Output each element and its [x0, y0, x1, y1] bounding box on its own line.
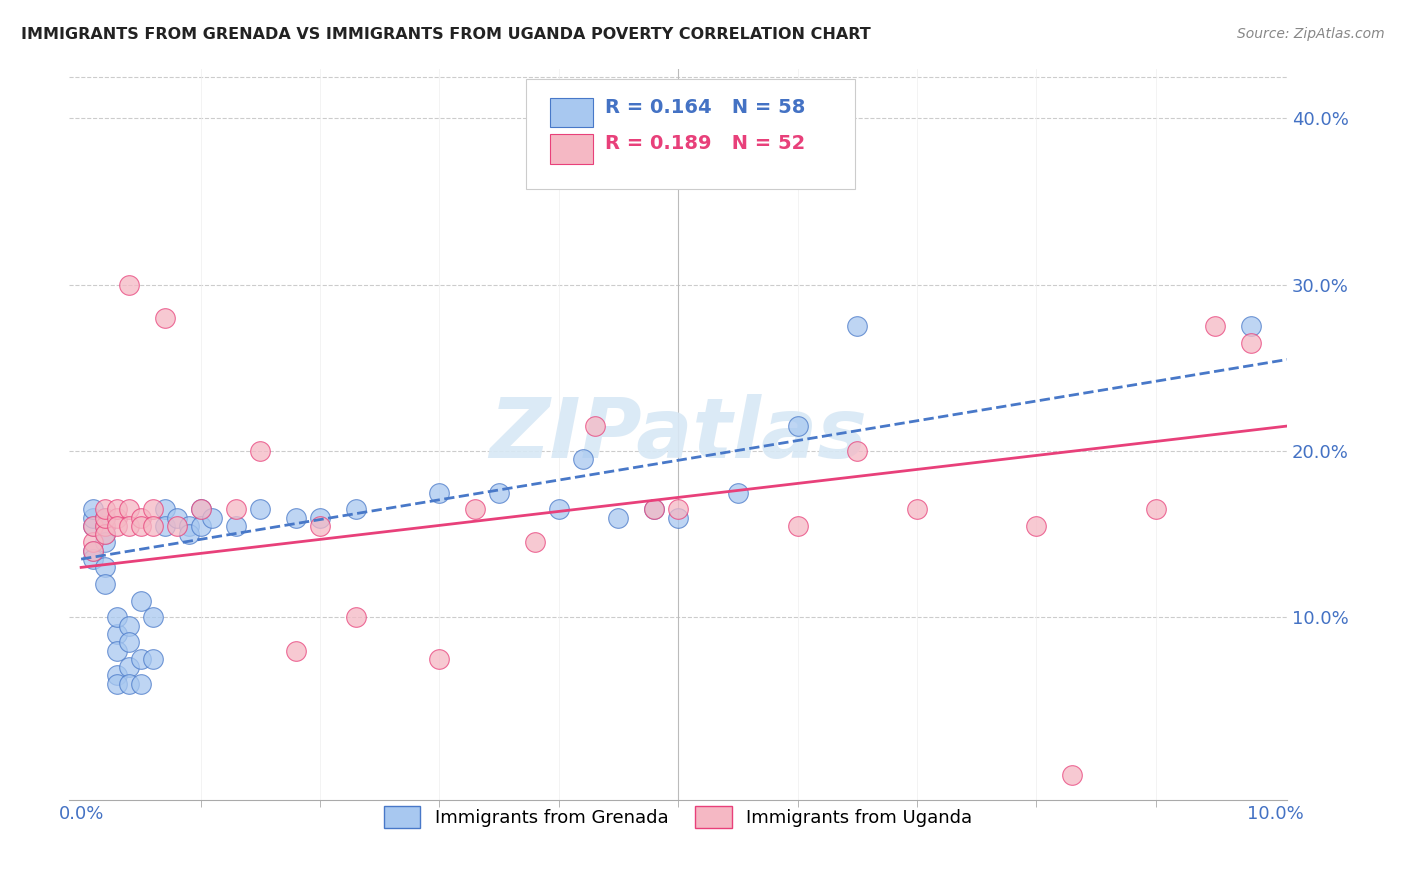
Point — [118, 618, 141, 632]
Point — [118, 502, 141, 516]
Point — [118, 518, 141, 533]
Point — [523, 535, 546, 549]
Point — [118, 277, 141, 292]
Point — [94, 560, 117, 574]
Point — [118, 635, 141, 649]
Point — [82, 552, 104, 566]
Point — [309, 510, 332, 524]
Point — [142, 502, 165, 516]
Point — [905, 502, 928, 516]
FancyBboxPatch shape — [550, 135, 593, 163]
Point — [94, 527, 117, 541]
Point — [1025, 518, 1047, 533]
Point — [166, 518, 188, 533]
Point — [105, 610, 128, 624]
Text: Source: ZipAtlas.com: Source: ZipAtlas.com — [1237, 27, 1385, 41]
Point — [225, 502, 247, 516]
Point — [129, 652, 152, 666]
Point — [129, 518, 152, 533]
Point — [129, 677, 152, 691]
Point — [427, 485, 450, 500]
Point — [846, 319, 869, 334]
Point — [105, 510, 128, 524]
Point — [285, 643, 308, 657]
Point — [190, 502, 212, 516]
Point — [225, 518, 247, 533]
Point — [142, 518, 165, 533]
Text: R = 0.189   N = 52: R = 0.189 N = 52 — [605, 135, 806, 153]
Point — [94, 527, 117, 541]
Point — [94, 518, 117, 533]
Point — [142, 652, 165, 666]
Point — [94, 510, 117, 524]
Point — [666, 502, 689, 516]
Point — [166, 510, 188, 524]
Point — [129, 510, 152, 524]
Point — [82, 510, 104, 524]
Point — [786, 518, 808, 533]
Point — [153, 502, 176, 516]
Point — [344, 610, 367, 624]
Point — [309, 518, 332, 533]
FancyBboxPatch shape — [550, 98, 593, 127]
Point — [177, 518, 200, 533]
Point — [94, 502, 117, 516]
Point — [1240, 335, 1263, 350]
Point — [583, 419, 606, 434]
Point — [153, 310, 176, 325]
Point — [190, 518, 212, 533]
Point — [464, 502, 486, 516]
Text: R = 0.164   N = 58: R = 0.164 N = 58 — [605, 98, 806, 117]
Point — [82, 518, 104, 533]
Point — [1062, 768, 1084, 782]
Point — [427, 652, 450, 666]
Point — [82, 518, 104, 533]
Point — [643, 502, 665, 516]
Point — [105, 518, 128, 533]
Point — [666, 510, 689, 524]
Point — [118, 660, 141, 674]
Point — [82, 543, 104, 558]
Point — [129, 593, 152, 607]
Point — [1204, 319, 1226, 334]
Point — [201, 510, 224, 524]
Point — [249, 502, 271, 516]
Point — [105, 627, 128, 641]
Point — [547, 502, 569, 516]
Point — [249, 444, 271, 458]
Point — [607, 510, 630, 524]
Text: ZIPatlas: ZIPatlas — [489, 394, 868, 475]
Point — [82, 535, 104, 549]
Point — [285, 510, 308, 524]
Point — [177, 527, 200, 541]
Point — [786, 419, 808, 434]
Point — [344, 502, 367, 516]
Point — [1144, 502, 1167, 516]
Point — [142, 610, 165, 624]
Point — [82, 502, 104, 516]
Point — [105, 668, 128, 682]
Point — [1240, 319, 1263, 334]
Point — [105, 643, 128, 657]
Point — [571, 452, 593, 467]
Point — [105, 502, 128, 516]
Point — [94, 535, 117, 549]
Point — [153, 518, 176, 533]
Point — [727, 485, 749, 500]
FancyBboxPatch shape — [526, 79, 855, 189]
Legend: Immigrants from Grenada, Immigrants from Uganda: Immigrants from Grenada, Immigrants from… — [377, 798, 980, 835]
Point — [488, 485, 510, 500]
Point — [94, 510, 117, 524]
Text: IMMIGRANTS FROM GRENADA VS IMMIGRANTS FROM UGANDA POVERTY CORRELATION CHART: IMMIGRANTS FROM GRENADA VS IMMIGRANTS FR… — [21, 27, 870, 42]
Point — [82, 543, 104, 558]
Point — [190, 502, 212, 516]
Point — [643, 502, 665, 516]
Point — [105, 677, 128, 691]
Point — [94, 577, 117, 591]
Point — [846, 444, 869, 458]
Point — [94, 518, 117, 533]
Point — [118, 677, 141, 691]
